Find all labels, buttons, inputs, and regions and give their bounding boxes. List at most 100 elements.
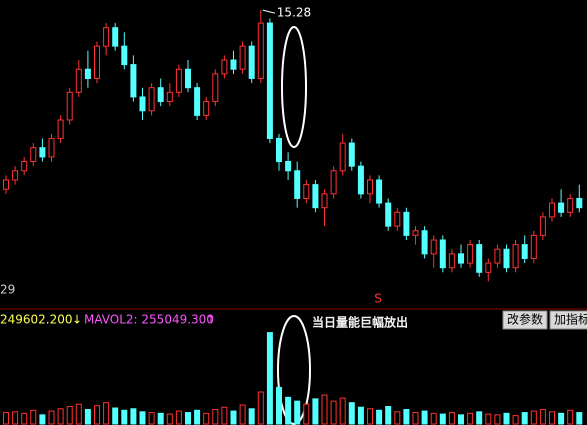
candle-body: [430, 239, 437, 255]
candle-body: [530, 234, 537, 259]
highlight-ellipse: [281, 26, 307, 148]
candle-body: [185, 68, 191, 89]
mavol2-arrow: ↑: [206, 313, 216, 327]
volume-bar: [112, 407, 119, 425]
candle-body: [221, 59, 228, 75]
peak-label: 15.28: [277, 6, 311, 20]
button[interactable]: [502, 310, 548, 330]
candle-body: [412, 230, 419, 236]
candle-body: [230, 59, 237, 70]
candle-body: [285, 161, 292, 172]
candle-body: [376, 179, 383, 204]
candle-body: [394, 211, 401, 227]
candle-body: [166, 91, 173, 103]
candle-body: [257, 22, 264, 79]
candle-body: [121, 45, 128, 66]
volume-bar: [558, 412, 565, 425]
candle-body: [385, 202, 392, 227]
volume-bar: [567, 409, 574, 425]
volume-bar: [257, 391, 264, 425]
volume-bar: [84, 409, 91, 425]
volume-bar: [3, 412, 9, 425]
candle-body: [157, 87, 164, 103]
volume-bar: [203, 412, 210, 425]
button[interactable]: [549, 310, 587, 330]
volume-bar: [357, 406, 364, 425]
candle-body: [485, 262, 492, 273]
candle-body: [139, 96, 146, 112]
candle-body: [403, 211, 410, 236]
candle-body: [312, 184, 319, 209]
volume-bar: [248, 408, 255, 425]
volume-bar: [549, 411, 555, 425]
candle-body: [66, 91, 73, 121]
candle-body: [3, 179, 9, 190]
candle-body: [194, 87, 201, 116]
candle-body: [12, 170, 19, 181]
volume-bar: [239, 404, 246, 425]
candle-body: [558, 202, 565, 213]
volume-bar: [303, 403, 310, 425]
volume-bar: [467, 412, 474, 425]
candle-body: [357, 165, 364, 195]
volume-bar: [485, 413, 492, 425]
price-label: 29: [0, 283, 15, 297]
volume-bar: [185, 412, 191, 425]
volume-bar: [39, 414, 46, 425]
candle-body: [39, 147, 46, 158]
candle-body: [84, 68, 91, 79]
candle-body: [30, 147, 37, 163]
candle-body: [321, 193, 328, 209]
volume-bar: [539, 409, 546, 425]
volume-bar: [476, 411, 483, 425]
highlight-ellipse: [277, 315, 311, 425]
candle-body: [567, 197, 574, 213]
volume-bar: [157, 412, 164, 425]
candle-body: [467, 244, 474, 264]
candle-body: [539, 216, 546, 236]
candle-body: [294, 170, 301, 199]
volume-bar: [66, 405, 73, 425]
volume-bar: [175, 410, 182, 425]
candle-body: [576, 197, 583, 209]
mavol1-value: 249602.200: [0, 313, 73, 327]
candle-body: [21, 161, 28, 172]
volume-bar: [494, 414, 501, 425]
volume-bar: [30, 409, 37, 425]
volume-bar: [75, 403, 82, 425]
candle-body: [75, 68, 82, 93]
candle-body: [175, 68, 182, 93]
volume-bar: [458, 414, 464, 425]
signal-mark: S: [374, 292, 382, 306]
volume-bar: [21, 412, 28, 425]
volume-bar: [512, 415, 519, 425]
volume-bar: [321, 394, 328, 425]
candle-body: [330, 170, 337, 195]
candle-body: [421, 230, 428, 255]
volume-bar: [530, 410, 537, 425]
candle-body: [494, 248, 501, 264]
candle-body: [94, 45, 100, 79]
volume-bar: [212, 409, 219, 425]
volume-bar: [103, 402, 110, 425]
peak-pointer: [262, 9, 275, 14]
button-label[interactable]: 加指标: [554, 312, 587, 327]
candle-body: [57, 119, 64, 139]
volume-bar: [139, 411, 146, 425]
volume-bar: [394, 411, 401, 425]
volume-bar: [48, 410, 55, 425]
candle-body: [130, 64, 137, 98]
candle-body: [212, 73, 219, 103]
volume-bar: [221, 406, 228, 425]
volume-bar: [339, 397, 346, 425]
volume-bar: [194, 409, 201, 425]
volume-bar: [576, 412, 583, 425]
volume-bar: [121, 409, 128, 425]
volume-bar: [148, 412, 155, 425]
candle-body: [339, 142, 346, 172]
volume-bar: [403, 409, 410, 425]
candle-body: [266, 22, 273, 139]
button-label[interactable]: 改参数: [507, 312, 543, 327]
candle-body: [148, 87, 155, 112]
